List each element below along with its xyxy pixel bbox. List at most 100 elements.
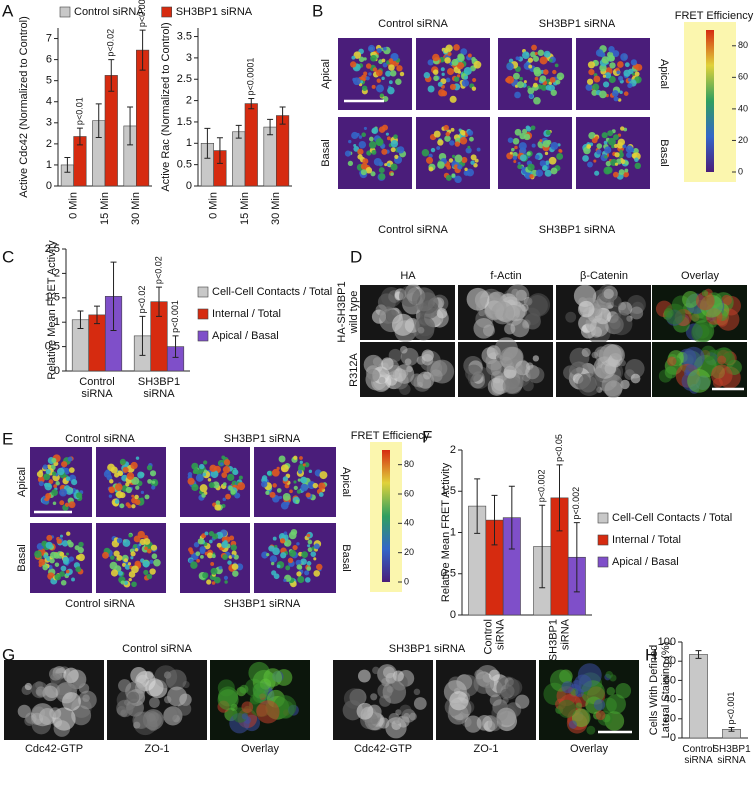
speckle (613, 143, 618, 149)
colorbar-tick-label: 0 (404, 576, 409, 586)
speckle (195, 551, 201, 557)
speckle (52, 501, 57, 505)
speckle (624, 62, 630, 68)
x-tick-label: Control siRNA (682, 744, 715, 766)
speckle (606, 694, 626, 715)
speckle (436, 146, 441, 150)
y-tick-label: 2.5 (45, 243, 60, 255)
speckle (122, 539, 131, 547)
y-axis-label-box: Relative Mean FRET Activity (440, 463, 452, 602)
speckle (450, 127, 455, 132)
speckle (502, 377, 520, 395)
speckle (319, 471, 328, 480)
speckle (301, 551, 309, 558)
column-header: HA (400, 270, 416, 282)
y-tick-label: 0 (670, 732, 676, 744)
speckle (308, 469, 313, 474)
column-header: f-Actin (490, 270, 521, 282)
speckle (449, 83, 456, 90)
speckle (371, 127, 379, 134)
speckle (445, 77, 451, 83)
row-label: Basal (16, 544, 28, 572)
speckle (634, 162, 641, 170)
y-tick-label: 3.5 (177, 30, 192, 42)
error-bar (728, 726, 735, 732)
speckle (682, 291, 699, 308)
y-tick-label: 0.5 (441, 568, 456, 580)
speckle (396, 146, 405, 154)
speckle (207, 552, 214, 559)
speckle (446, 68, 455, 76)
speckle (607, 130, 614, 137)
speckle (239, 684, 249, 694)
speckle (102, 551, 109, 559)
speckle (571, 708, 591, 728)
speckle (128, 577, 132, 582)
speckle (467, 129, 474, 136)
speckle (619, 90, 623, 95)
speckle (312, 482, 319, 489)
legend-swatch (161, 6, 172, 18)
speckle (489, 694, 502, 707)
error-bar (695, 650, 702, 659)
speckle (691, 321, 713, 344)
speckle (278, 495, 283, 500)
speckle (348, 139, 352, 144)
speckle (591, 89, 598, 96)
speckle (390, 147, 396, 153)
speckle (512, 151, 518, 158)
speckle (67, 456, 73, 462)
speckle (201, 493, 206, 498)
speckle (300, 483, 309, 492)
speckle (577, 373, 601, 397)
speckle (443, 124, 449, 131)
speckle (365, 166, 373, 174)
speckle (60, 579, 67, 586)
y-tick-label: 20 (664, 713, 676, 725)
speckle (365, 63, 372, 69)
y-axis-label-box: Active Cdc42 (Normalized to Control) (18, 16, 30, 198)
speckle (313, 570, 321, 577)
speckle (620, 159, 626, 165)
speckle (285, 565, 291, 571)
speckle (465, 170, 471, 176)
speckle (453, 76, 460, 82)
speckle (611, 145, 615, 149)
speckle (147, 720, 159, 732)
speckle (203, 460, 208, 465)
speckle (372, 666, 380, 675)
speckle (533, 96, 541, 105)
y-tick-label: 5 (46, 75, 52, 87)
row-label: Basal (340, 544, 352, 572)
speckle (130, 461, 138, 470)
error-bar (539, 504, 546, 589)
speckle (360, 169, 367, 176)
speckle (210, 567, 218, 575)
p-value: p<0.02 (106, 29, 116, 57)
group-header: SH3BP1 siRNA (389, 643, 466, 655)
speckle (593, 159, 597, 163)
speckle (574, 674, 592, 693)
speckle (474, 669, 485, 680)
speckle (59, 500, 65, 506)
error-bar (64, 157, 71, 173)
speckle (153, 558, 161, 567)
speckle (78, 541, 84, 548)
speckle (465, 147, 472, 154)
speckle (144, 494, 150, 500)
speckle (451, 154, 456, 159)
speckle (276, 488, 282, 493)
speckle (135, 456, 140, 460)
speckle (361, 85, 368, 91)
y-tick-label: 1.5 (441, 485, 456, 497)
speckle (470, 160, 475, 165)
speckle (361, 132, 366, 137)
x-tick-label: 0 Min (68, 192, 80, 219)
speckle (131, 581, 137, 588)
speckle (604, 155, 608, 159)
speckle (38, 480, 44, 487)
speckle (427, 85, 435, 93)
speckle (570, 362, 583, 376)
speckle (51, 471, 57, 476)
speckle (208, 482, 215, 488)
